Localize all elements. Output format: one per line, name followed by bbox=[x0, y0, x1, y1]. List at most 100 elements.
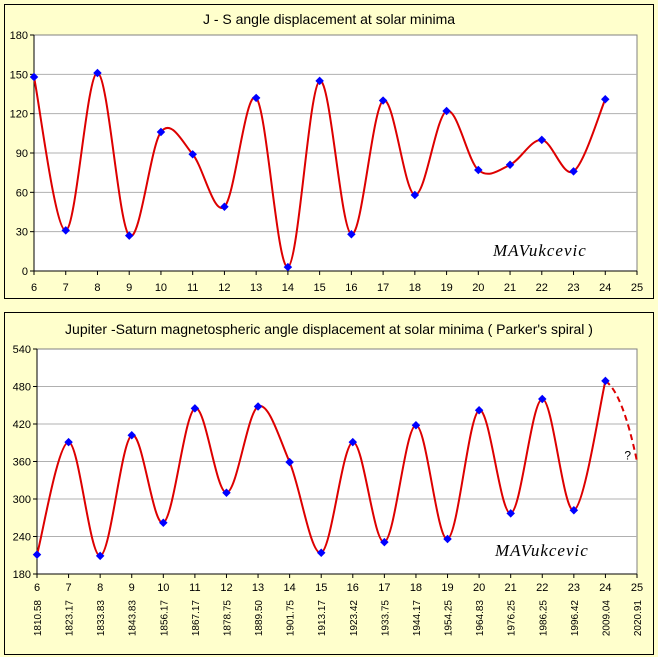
x-tick-label: 15 bbox=[314, 282, 326, 294]
y-tick-label: 60 bbox=[16, 187, 28, 199]
x-tick-label: 14 bbox=[282, 282, 294, 294]
x-tick-label: 13 bbox=[250, 282, 262, 294]
data-point bbox=[283, 262, 293, 272]
x-date-label: 1810.58 bbox=[33, 600, 44, 637]
y-tick-label: 120 bbox=[10, 109, 28, 121]
x-date-label: 1944.17 bbox=[412, 600, 423, 637]
x-tick-label: 21 bbox=[505, 582, 517, 594]
x-tick-label: 24 bbox=[599, 582, 611, 594]
magnetospheric-angle-chart: 180 240 300 360 420 480 540 6 1810.58 7 1823.17 8 18… bbox=[13, 344, 644, 637]
x-date-label: 1823.17 bbox=[65, 600, 76, 637]
y-tick-label: 480 bbox=[13, 382, 31, 394]
x-date-label: 1913.17 bbox=[317, 600, 328, 637]
x-tick-label: 12 bbox=[218, 282, 230, 294]
x-date-label: 1878.75 bbox=[222, 600, 233, 637]
x-tick-label: 20 bbox=[472, 282, 484, 294]
x-date-label: 1901.75 bbox=[286, 600, 297, 637]
y-tick-label: 30 bbox=[16, 227, 28, 239]
data-point bbox=[220, 202, 229, 211]
x-tick-label: 11 bbox=[189, 582, 200, 594]
x-tick-label: 18 bbox=[410, 582, 422, 594]
data-point bbox=[442, 106, 451, 116]
x-tick-label: 15 bbox=[315, 582, 327, 594]
y-tick-label: 540 bbox=[13, 344, 31, 356]
y-tick-label: 300 bbox=[13, 494, 31, 506]
data-point bbox=[380, 537, 389, 547]
x-tick-label: 11 bbox=[187, 282, 198, 294]
y-tick-label: 180 bbox=[10, 30, 28, 42]
x-tick-label: 22 bbox=[536, 582, 548, 594]
data-point bbox=[253, 402, 263, 411]
data-point bbox=[285, 457, 294, 467]
x-tick-label: 25 bbox=[631, 282, 643, 294]
y-tick-label: 90 bbox=[16, 148, 28, 160]
x-date-label: 1954.25 bbox=[444, 600, 455, 637]
x-tick-label: 8 bbox=[94, 282, 100, 294]
x-tick-label: 23 bbox=[567, 282, 579, 294]
x-date-label: 1867.17 bbox=[191, 600, 202, 637]
data-point bbox=[410, 190, 420, 200]
y-tick-label: 0 bbox=[22, 266, 28, 278]
x-date-label: 1923.42 bbox=[349, 600, 360, 637]
x-tick-label: 6 bbox=[34, 582, 40, 594]
x-tick-label: 23 bbox=[568, 582, 580, 594]
x-tick-label: 18 bbox=[409, 282, 421, 294]
chart-title: J - S angle displacement at solar minima bbox=[202, 11, 456, 27]
x-tick-label: 20 bbox=[473, 582, 485, 594]
y-tick-label: 360 bbox=[13, 457, 31, 469]
x-tick-label: 19 bbox=[441, 582, 453, 594]
data-point bbox=[222, 488, 231, 497]
js-angle-chart: 0 30 60 90 120 150 180 6 7 8 9 10 11 12 13 14 15 16 17 18 19… bbox=[10, 30, 643, 294]
y-tick-label: 420 bbox=[13, 419, 31, 431]
x-tick-label: 12 bbox=[220, 582, 232, 594]
x-tick-label: 13 bbox=[252, 582, 264, 594]
data-point bbox=[190, 404, 200, 413]
data-point bbox=[124, 231, 134, 240]
data-point bbox=[251, 93, 261, 103]
x-date-label: 2009.04 bbox=[601, 600, 612, 637]
data-point bbox=[601, 376, 610, 386]
x-tick-label: 7 bbox=[66, 582, 72, 594]
data-point bbox=[316, 548, 326, 557]
data-point bbox=[347, 230, 356, 239]
x-tick-label: 17 bbox=[377, 282, 389, 294]
chart-title: Jupiter -Saturn magnetospheric angle dis… bbox=[65, 321, 593, 337]
x-tick-label: 24 bbox=[599, 282, 611, 294]
data-point bbox=[378, 96, 388, 105]
x-tick-label: 16 bbox=[347, 582, 359, 594]
data-point bbox=[538, 394, 547, 404]
series-line bbox=[33, 71, 607, 269]
x-tick-label: 19 bbox=[440, 282, 452, 294]
x-tick-label: 22 bbox=[536, 282, 548, 294]
series-line-projection bbox=[604, 380, 638, 462]
data-point bbox=[127, 431, 136, 440]
data-point bbox=[64, 437, 73, 447]
x-date-label: 2020.91 bbox=[633, 600, 644, 637]
x-tick-label: 14 bbox=[284, 582, 296, 594]
x-date-label: 1833.83 bbox=[96, 600, 107, 637]
chart-panel-js-angle: 0 30 60 90 120 150 180 6 7 8 9 10 11 12 13 14 15 16 17 18 19… bbox=[4, 4, 654, 299]
x-date-label: 1964.83 bbox=[475, 600, 486, 637]
x-date-label: 1856.17 bbox=[159, 600, 170, 637]
x-tick-label: 8 bbox=[97, 582, 103, 594]
x-tick-label: 21 bbox=[504, 282, 516, 294]
chart-panel-magnetospheric-angle: 180 240 300 360 420 480 540 6 1810.58 7 1823.17 8 18… bbox=[4, 312, 654, 655]
x-tick-label: 16 bbox=[345, 282, 357, 294]
data-point bbox=[474, 165, 483, 175]
x-date-label: 1889.50 bbox=[254, 600, 265, 637]
author-watermark: MAVukcevic bbox=[495, 541, 589, 560]
x-tick-label: 17 bbox=[378, 582, 390, 594]
x-tick-label: 6 bbox=[31, 282, 37, 294]
data-point bbox=[315, 76, 324, 86]
x-date-label: 1843.83 bbox=[128, 600, 139, 637]
y-tick-label: 240 bbox=[13, 532, 31, 544]
data-point bbox=[348, 437, 358, 447]
x-tick-label: 25 bbox=[631, 582, 643, 594]
y-tick-label: 180 bbox=[13, 569, 31, 581]
annotation-question: ? bbox=[624, 449, 631, 463]
data-point bbox=[411, 421, 421, 430]
x-tick-label: 10 bbox=[157, 582, 169, 594]
x-date-label: 1986.25 bbox=[538, 600, 549, 637]
data-point bbox=[93, 68, 102, 78]
x-date-label: 1996.42 bbox=[570, 600, 581, 637]
